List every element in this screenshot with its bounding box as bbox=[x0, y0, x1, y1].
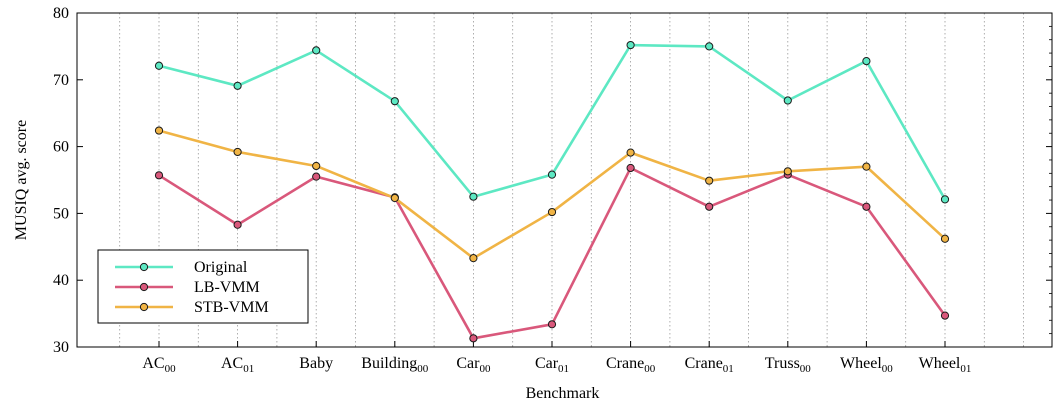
x-tick-label: Truss00 bbox=[765, 355, 812, 375]
data-point-stb-vmm bbox=[312, 161, 321, 171]
x-tick-label: Baby bbox=[299, 355, 333, 372]
x-tick-label: Building00 bbox=[361, 355, 429, 375]
x-tick-label: Crane01 bbox=[685, 355, 734, 375]
data-point-lb-vmm bbox=[154, 171, 164, 180]
x-tick-label: Car00 bbox=[456, 355, 491, 375]
legend-label-lb-vmm: LB-VMM bbox=[194, 279, 260, 296]
data-point-stb-vmm bbox=[390, 193, 399, 203]
y-tick-label: 30 bbox=[53, 339, 69, 356]
data-point-lb-vmm bbox=[626, 163, 635, 173]
data-point-stb-vmm bbox=[233, 147, 242, 157]
x-tick-label: AC01 bbox=[221, 355, 254, 375]
legend-marker-stb-vmm bbox=[139, 302, 149, 312]
data-point-original bbox=[312, 46, 321, 55]
data-point-original bbox=[233, 81, 242, 90]
data-point-stb-vmm bbox=[469, 254, 478, 263]
data-point-stb-vmm bbox=[705, 176, 714, 185]
y-axis: 30 40 50 60 70 80 bbox=[53, 5, 1052, 356]
x-tick-label: Car01 bbox=[535, 355, 569, 375]
data-point-lb-vmm bbox=[312, 172, 321, 181]
data-point-stb-vmm bbox=[940, 234, 950, 243]
data-point-original bbox=[783, 96, 792, 105]
data-point-stb-vmm bbox=[783, 167, 792, 176]
x-tick-label: Wheel00 bbox=[840, 355, 893, 375]
data-point-original bbox=[154, 61, 164, 70]
data-point-original bbox=[862, 56, 871, 66]
data-point-original bbox=[390, 97, 399, 106]
y-tick-label: 60 bbox=[53, 139, 69, 156]
legend-marker-lb-vmm bbox=[139, 282, 149, 292]
y-tick-label: 70 bbox=[53, 72, 69, 89]
data-point-original bbox=[547, 170, 557, 179]
data-point-original bbox=[705, 42, 714, 51]
y-tick-label: 80 bbox=[53, 5, 69, 22]
x-tick-label: Crane00 bbox=[606, 355, 656, 375]
data-point-stb-vmm bbox=[154, 126, 164, 135]
y-axis-label: MUSIQ avg. score bbox=[13, 120, 30, 240]
x-tick-label: AC00 bbox=[142, 355, 176, 375]
data-point-original bbox=[626, 40, 635, 50]
data-point-stb-vmm bbox=[547, 207, 557, 217]
x-axis: AC00 AC01 Baby Building00 Car00 Car01 Crane00 C… bbox=[142, 341, 971, 375]
data-point-lb-vmm bbox=[862, 202, 871, 211]
x-tick-label: Wheel01 bbox=[919, 355, 972, 375]
legend-label-stb-vmm: STB-VMM bbox=[194, 299, 269, 316]
data-point-lb-vmm bbox=[547, 320, 557, 329]
y-tick-label: 40 bbox=[53, 272, 69, 289]
series-group bbox=[154, 40, 950, 343]
data-point-lb-vmm bbox=[469, 334, 478, 343]
data-point-original bbox=[469, 192, 478, 201]
data-point-stb-vmm bbox=[862, 162, 871, 171]
data-point-lb-vmm bbox=[233, 220, 242, 229]
legend-marker-original bbox=[139, 262, 149, 272]
y-tick-label: 50 bbox=[53, 205, 69, 222]
legend: Original LB-VMM STB-VMM bbox=[97, 249, 309, 324]
plot-frame bbox=[76, 12, 1053, 348]
data-point-original bbox=[940, 195, 950, 204]
data-point-lb-vmm bbox=[705, 202, 714, 211]
x-axis-label: Benchmark bbox=[526, 385, 600, 402]
data-point-lb-vmm bbox=[940, 311, 950, 320]
data-point-stb-vmm bbox=[626, 148, 635, 157]
legend-label-original: Original bbox=[194, 259, 248, 276]
